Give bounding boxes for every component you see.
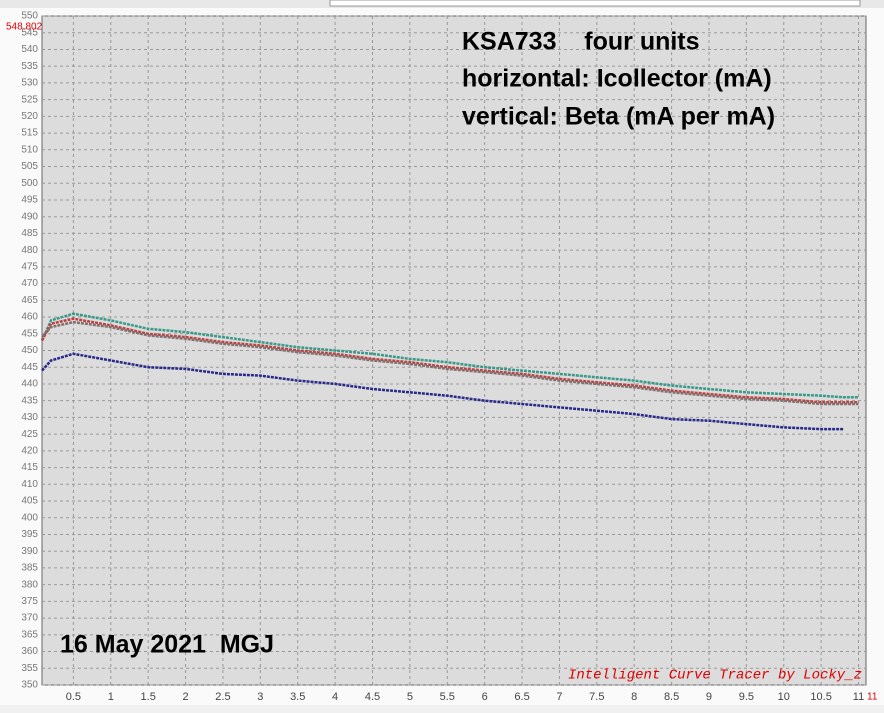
x-tick-label: 2 [183,691,189,703]
y-tick-label: 395 [21,529,38,540]
y-tick-label: 505 [21,161,38,172]
y-tick-label: 440 [21,379,38,390]
y-max-label: 548.802 [6,22,43,33]
x-tick-label: 9 [706,691,712,703]
credit: Intelligent Curve Tracer by Locky_z [568,668,862,684]
y-tick-label: 470 [21,278,38,289]
y-tick-label: 400 [21,512,38,523]
series-line [40,317,859,404]
y-tick-label: 515 [21,128,38,139]
x-tick-label: 3.5 [290,691,305,703]
x-tick-label: 0.5 [66,691,81,703]
y-tick-label: 525 [21,94,38,105]
y-tick-label: 500 [21,178,38,189]
y-tick-label: 540 [21,44,38,55]
y-tick-label: 425 [21,429,38,440]
y-tick-label: 450 [21,345,38,356]
series-lines [40,312,859,431]
x-tick-label: 8 [631,691,637,703]
series-line [40,312,859,399]
x-tick-label: 5 [407,691,413,703]
y-tick-label: 355 [21,663,38,674]
y-tick-label: 455 [21,328,38,339]
y-tick-label: 550 [21,11,38,22]
y-tick-label: 370 [21,613,38,624]
x-tick-label: 8.5 [664,691,679,703]
y-tick-label: 480 [21,245,38,256]
y-tick-label: 375 [21,596,38,607]
series-line [41,320,859,406]
x-tick-label: 5.5 [440,691,455,703]
x-tick-label: 3 [257,691,263,703]
y-tick-label: 380 [21,579,38,590]
y-tick-label: 430 [21,412,38,423]
y-tick-label: 410 [21,479,38,490]
annotation: vertical: Beta (mA per mA) [462,103,775,131]
y-tick-label: 510 [21,144,38,155]
x-tick-label: 10.5 [810,691,831,703]
y-tick-label: 390 [21,546,38,557]
series-line [41,352,844,431]
y-tick-label: 460 [21,312,38,323]
x-tick-label: 7.5 [589,691,604,703]
annotation: KSA733 four units [462,28,700,56]
x-tick-label: 7 [556,691,562,703]
y-tick-label: 415 [21,462,38,473]
x-tick-label: 10 [778,691,790,703]
x-tick-label: 6.5 [514,691,529,703]
y-tick-label: 385 [21,563,38,574]
grid [42,15,866,686]
x-tick-label: 2.5 [215,691,230,703]
y-tick-label: 350 [21,680,38,691]
y-tick-label: 535 [21,61,38,72]
x-tick-label: 9.5 [739,691,754,703]
toolbar-field [329,0,861,7]
y-tick-label: 435 [21,395,38,406]
y-tick-label: 365 [21,629,38,640]
x-tick-label: 4.5 [365,691,380,703]
y-tick-label: 545 [21,27,38,38]
x-tick-label: 1 [108,691,114,703]
y-tick-label: 445 [21,362,38,373]
y-tick-label: 520 [21,111,38,122]
annotation: horizontal: Icollector (mA) [462,65,772,93]
y-tick-label: 490 [21,211,38,222]
x-tick-label: 1.5 [141,691,156,703]
y-tick-label: 360 [21,646,38,657]
y-tick-label: 405 [21,496,38,507]
y-tick-label: 420 [21,445,38,456]
y-tick-label: 475 [21,262,38,273]
y-tick-label: 485 [21,228,38,239]
labels: 3503553603653703753803853903954004054104… [21,11,864,703]
x-tick-label: 11 [853,691,864,703]
x-tick-label: 4 [332,691,338,703]
x-max-label: 11 [867,692,878,703]
y-tick-label: 530 [21,78,38,89]
y-tick-label: 465 [21,295,38,306]
y-tick-label: 495 [21,195,38,206]
annotation: 16 May 2021 MGJ [60,631,274,659]
x-tick-label: 6 [482,691,488,703]
